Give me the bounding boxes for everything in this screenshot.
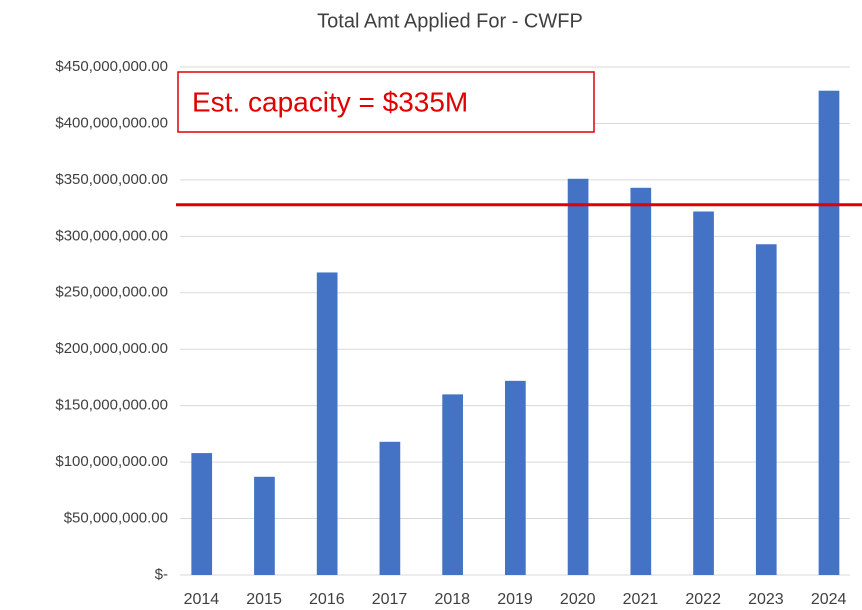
y-tick-label: $350,000,000.00 (55, 171, 168, 188)
bar (818, 90, 840, 575)
bar (755, 244, 777, 576)
chart-title: Total Amt Applied For - CWFP (317, 10, 583, 32)
x-tick-label: 2021 (623, 591, 659, 608)
x-tick-label: 2019 (497, 591, 533, 608)
y-tick-label: $50,000,000.00 (64, 510, 168, 527)
x-tick-label: 2018 (434, 591, 470, 608)
annotation: Est. capacity = $335M (192, 86, 468, 117)
y-tick-label: $400,000,000.00 (55, 114, 168, 131)
y-tick-label: $300,000,000.00 (55, 227, 168, 244)
y-tick-label: $- (155, 566, 168, 583)
bar (567, 178, 589, 575)
bar (191, 453, 213, 575)
bar (254, 476, 275, 575)
bar (693, 211, 714, 575)
x-tick-label: 2022 (685, 591, 721, 608)
x-tick-label: 2017 (372, 591, 408, 608)
bar (630, 187, 652, 575)
bar (505, 380, 526, 575)
y-tick-label: $200,000,000.00 (55, 340, 168, 357)
bar (442, 394, 463, 575)
bar (379, 441, 401, 575)
y-tick-label: $250,000,000.00 (55, 284, 168, 301)
bar (316, 272, 338, 575)
annotation-box (177, 71, 595, 133)
x-tick-label: 2016 (309, 591, 345, 608)
y-tick-label: $100,000,000.00 (55, 453, 168, 470)
x-tick-label: 2015 (246, 591, 282, 608)
y-tick-label: $150,000,000.00 (55, 397, 168, 414)
y-tick-label: $450,000,000.00 (55, 58, 168, 75)
x-tick-label: 2020 (560, 591, 596, 608)
x-tick-label: 2014 (184, 591, 220, 608)
x-tick-label: 2024 (811, 591, 847, 608)
x-tick-label: 2023 (748, 591, 784, 608)
